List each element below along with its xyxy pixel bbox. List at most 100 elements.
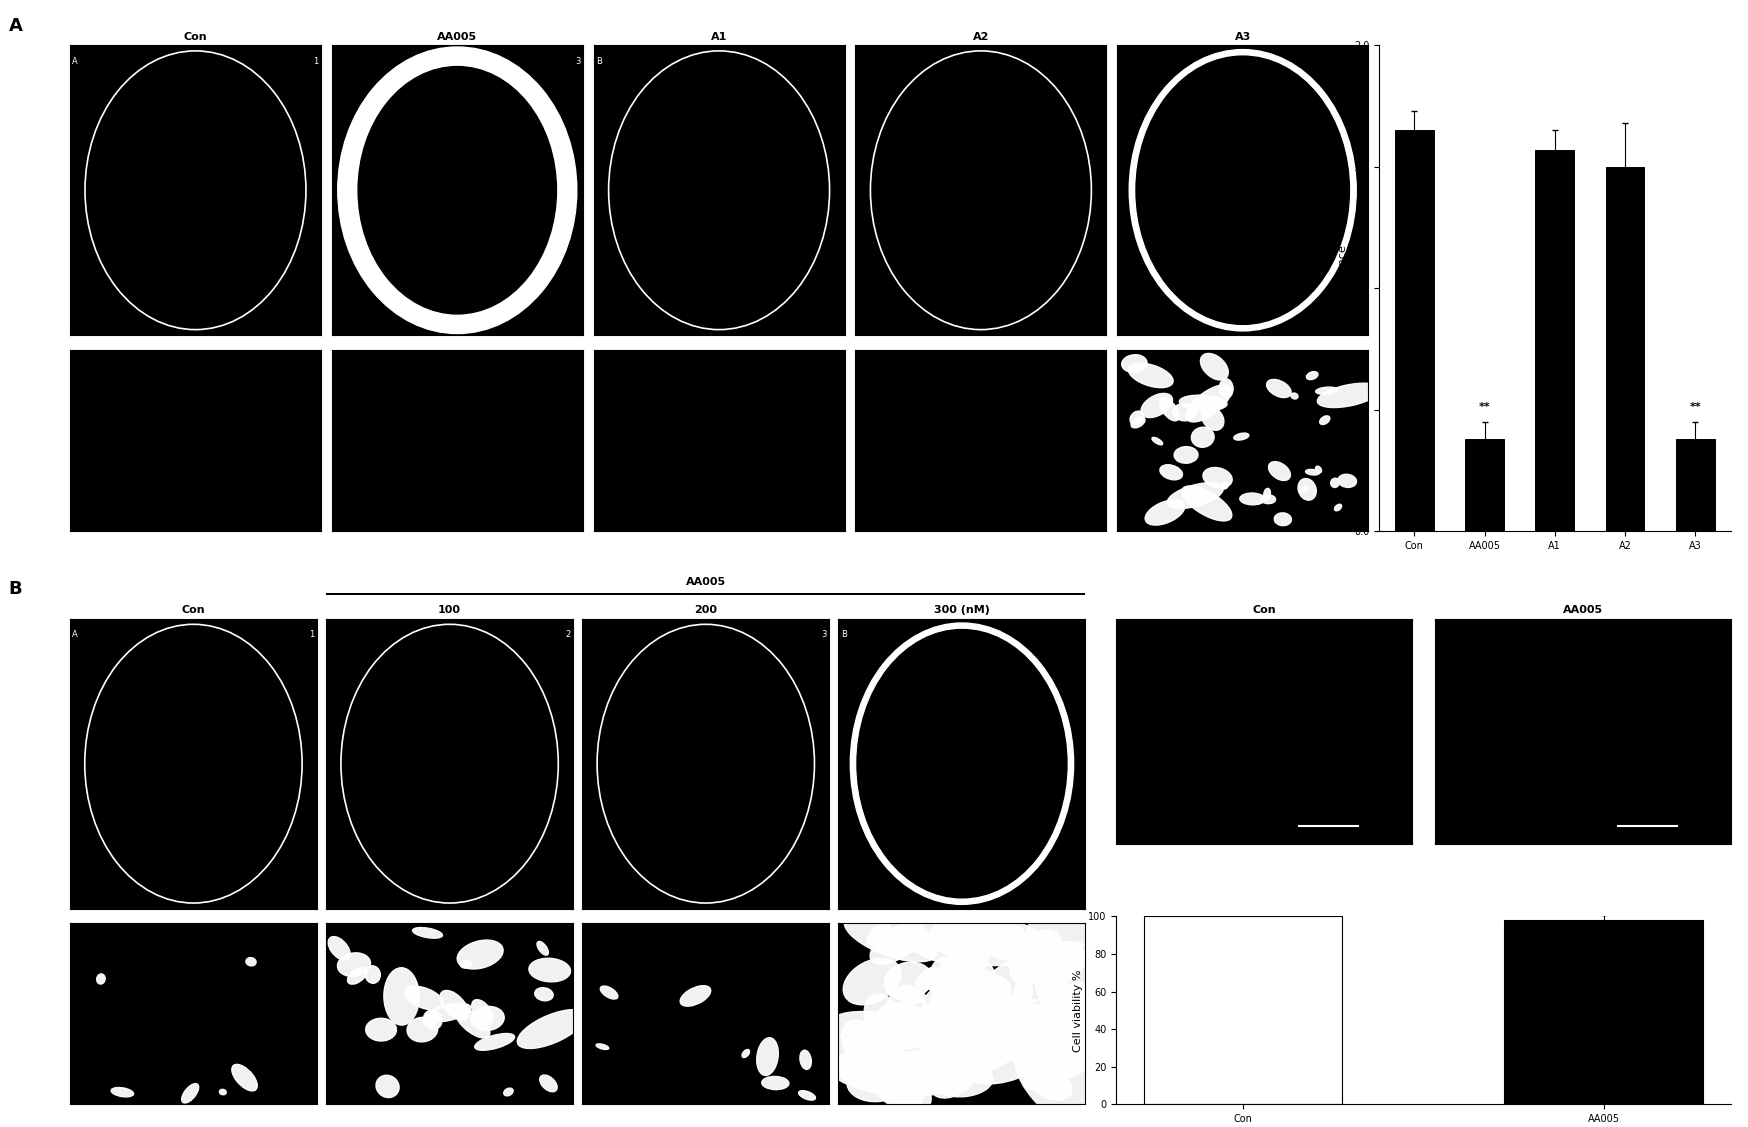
Text: A: A (9, 17, 23, 35)
Ellipse shape (876, 1003, 954, 1067)
Ellipse shape (1129, 363, 1173, 388)
Ellipse shape (608, 51, 830, 329)
Y-axis label: Cell viability %: Cell viability % (1073, 969, 1082, 1051)
Bar (1465, 438, 1503, 531)
Ellipse shape (1136, 56, 1349, 325)
Text: 300 (nM): 300 (nM) (933, 605, 989, 615)
Text: A1: A1 (711, 32, 727, 42)
Ellipse shape (930, 957, 960, 997)
Text: B: B (841, 630, 846, 639)
Text: AA005: AA005 (437, 32, 477, 42)
Ellipse shape (1260, 495, 1276, 504)
Ellipse shape (1187, 384, 1231, 421)
Ellipse shape (928, 930, 965, 949)
Ellipse shape (1030, 1019, 1077, 1054)
Ellipse shape (358, 66, 556, 314)
Ellipse shape (884, 962, 932, 1000)
Ellipse shape (460, 960, 472, 968)
Ellipse shape (871, 922, 925, 965)
Ellipse shape (535, 987, 552, 1001)
Ellipse shape (960, 970, 996, 996)
Ellipse shape (1021, 930, 1059, 958)
Text: **: ** (1479, 402, 1491, 412)
Ellipse shape (876, 1061, 898, 1077)
Ellipse shape (365, 1019, 397, 1041)
Ellipse shape (1024, 1065, 1065, 1090)
Ellipse shape (1203, 407, 1224, 431)
Ellipse shape (337, 47, 577, 334)
Ellipse shape (949, 1040, 993, 1064)
Ellipse shape (1016, 1023, 1065, 1047)
Ellipse shape (1002, 1039, 1028, 1056)
Ellipse shape (1052, 1019, 1094, 1077)
Ellipse shape (974, 994, 1058, 1064)
Ellipse shape (905, 913, 998, 965)
Ellipse shape (1044, 995, 1084, 1028)
Text: 3: 3 (575, 56, 580, 65)
Ellipse shape (1220, 482, 1229, 489)
Ellipse shape (953, 920, 1044, 966)
Ellipse shape (1141, 393, 1173, 418)
Ellipse shape (1299, 487, 1309, 492)
Ellipse shape (1316, 467, 1321, 473)
Text: 1: 1 (309, 630, 315, 639)
Ellipse shape (932, 1064, 993, 1097)
Text: 3: 3 (822, 630, 827, 639)
Ellipse shape (741, 1049, 750, 1057)
Ellipse shape (413, 928, 442, 938)
Ellipse shape (680, 986, 711, 1006)
Ellipse shape (406, 986, 444, 1010)
Ellipse shape (454, 1008, 489, 1038)
Ellipse shape (799, 1091, 816, 1100)
Ellipse shape (930, 912, 1007, 958)
Ellipse shape (329, 937, 350, 960)
Ellipse shape (458, 940, 503, 969)
Ellipse shape (998, 1012, 1049, 1049)
Ellipse shape (1042, 983, 1103, 1062)
Ellipse shape (925, 1010, 946, 1026)
Ellipse shape (1129, 411, 1143, 425)
Ellipse shape (911, 926, 932, 948)
Text: AA005: AA005 (685, 577, 725, 587)
Ellipse shape (916, 1002, 1037, 1054)
Ellipse shape (1264, 488, 1271, 500)
Ellipse shape (1152, 437, 1162, 445)
Ellipse shape (86, 51, 306, 329)
Ellipse shape (1010, 931, 1054, 985)
Ellipse shape (900, 991, 926, 1003)
Ellipse shape (827, 1051, 953, 1097)
Text: A3: A3 (1234, 32, 1252, 42)
Text: A2: A2 (972, 32, 989, 42)
Ellipse shape (879, 1054, 900, 1067)
Ellipse shape (472, 1000, 493, 1024)
Ellipse shape (1014, 1024, 1045, 1055)
Ellipse shape (1274, 513, 1292, 525)
Ellipse shape (348, 967, 367, 984)
Ellipse shape (376, 1075, 399, 1098)
Ellipse shape (1122, 355, 1147, 372)
Ellipse shape (942, 948, 988, 991)
Ellipse shape (1131, 417, 1145, 428)
Ellipse shape (844, 913, 937, 961)
Ellipse shape (898, 937, 925, 952)
Ellipse shape (596, 1044, 608, 1049)
Ellipse shape (1203, 468, 1232, 488)
Bar (1145, 916, 1342, 1104)
Ellipse shape (977, 982, 1000, 1006)
Ellipse shape (1019, 1001, 1073, 1044)
Ellipse shape (898, 986, 916, 1005)
Ellipse shape (423, 1010, 442, 1029)
Ellipse shape (1049, 1040, 1096, 1076)
Ellipse shape (246, 958, 257, 966)
Ellipse shape (1042, 1066, 1066, 1099)
Ellipse shape (182, 1083, 199, 1103)
Ellipse shape (112, 1088, 133, 1097)
Ellipse shape (830, 1031, 905, 1092)
Text: **: ** (1689, 402, 1701, 412)
Ellipse shape (886, 985, 926, 1041)
Ellipse shape (1292, 393, 1299, 399)
Ellipse shape (954, 1058, 975, 1070)
Ellipse shape (472, 1006, 503, 1030)
Ellipse shape (830, 1012, 930, 1049)
Ellipse shape (220, 1090, 225, 1094)
